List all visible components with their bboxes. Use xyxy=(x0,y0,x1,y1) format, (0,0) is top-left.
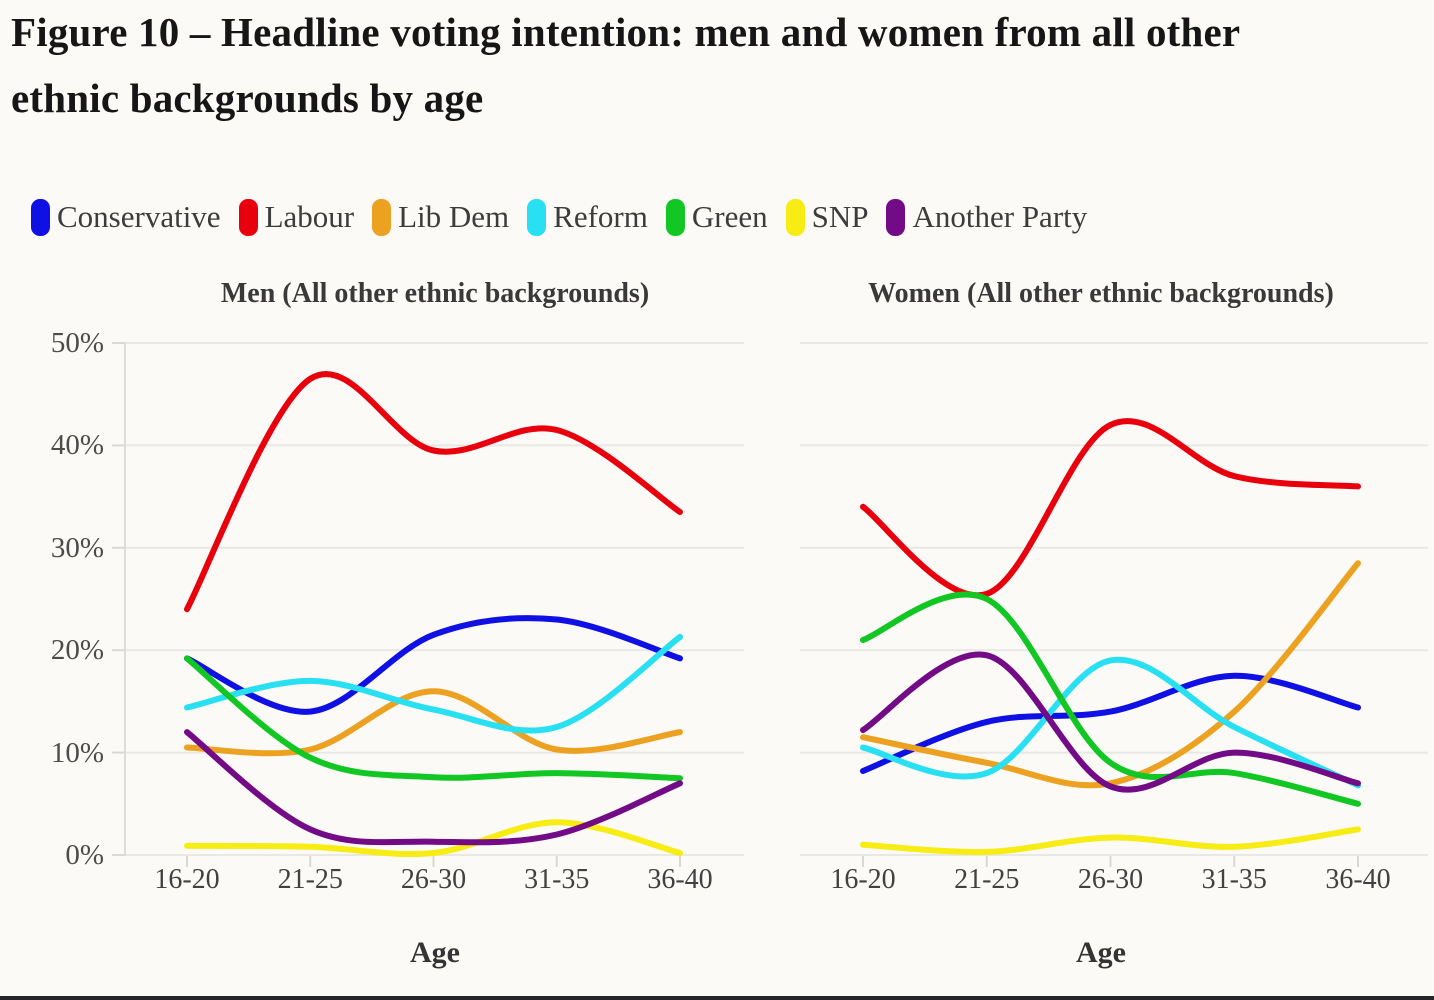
women-chart-title: Women (All other ethnic backgrounds) xyxy=(868,278,1334,309)
series-line-green-men xyxy=(184,655,683,782)
x-axis-tick-label: 31-35 xyxy=(1201,864,1267,895)
series-line-lib-dem-men xyxy=(184,688,683,757)
x-axis-tick-label: 26-30 xyxy=(400,864,467,895)
figure-title-line-1: Figure 10 – Headline voting intention: m… xyxy=(11,9,1241,55)
legend-label: Labour xyxy=(264,199,355,234)
legend-label: Conservative xyxy=(57,199,221,234)
series-line-green-women xyxy=(860,591,1361,807)
series-line-reform-women xyxy=(860,656,1361,789)
y-axis-tick-label: 0% xyxy=(65,839,104,871)
x-axis-tick-label: 16-20 xyxy=(830,864,896,895)
conservative-swatch-icon xyxy=(31,198,50,236)
legend-item-another-party: Another Party xyxy=(886,198,1088,236)
x-axis-tick-label: 21-25 xyxy=(277,864,343,895)
series-line-reform-men xyxy=(184,633,683,734)
x-axis-tick-label: 31-35 xyxy=(524,864,590,895)
x-axis-tick-label: 21-25 xyxy=(954,864,1020,895)
legend-label: Lib Dem xyxy=(398,199,510,234)
x-axis-tick-label: 16-20 xyxy=(154,864,220,895)
legend-label: SNP xyxy=(811,199,869,234)
series-line-snp-women xyxy=(860,826,1361,856)
series-line-conservative-men xyxy=(184,615,683,715)
legend-item-green: Green xyxy=(665,198,768,236)
legend-item-labour: Labour xyxy=(238,198,355,236)
x-axis-title: Age xyxy=(1076,936,1126,969)
x-axis-tick-label: 26-30 xyxy=(1077,864,1144,895)
series-line-another-party-men xyxy=(184,729,683,846)
legend-label: Green xyxy=(691,199,768,234)
charts-canvas xyxy=(112,342,1428,867)
series-line-labour-men xyxy=(184,371,683,613)
figure-title-line-2: ethnic backgrounds by age xyxy=(11,75,484,121)
legend-item-reform: Reform xyxy=(527,198,648,236)
legend-item-snp: SNP xyxy=(785,198,869,236)
series-line-labour-women xyxy=(860,418,1361,599)
y-axis-tick-label: 20% xyxy=(50,634,104,667)
men-chart-title: Men (All other ethnic backgrounds) xyxy=(220,278,650,309)
series-line-conservative-women xyxy=(860,672,1361,774)
legend-item-conservative: Conservative xyxy=(31,198,221,236)
legend-label: Reform xyxy=(553,199,648,234)
series-line-another-party-women xyxy=(860,651,1361,793)
another-party-swatch-icon xyxy=(886,198,906,236)
series-line-lib-dem-women xyxy=(860,560,1361,789)
x-axis-title: Age xyxy=(410,936,460,969)
x-axis-tick-label: 36-40 xyxy=(1325,864,1391,895)
series-line-snp-men xyxy=(184,819,683,858)
reform-swatch-icon xyxy=(527,198,547,236)
legend-label: Another Party xyxy=(912,199,1088,234)
bottom-divider-bar xyxy=(0,996,1434,1000)
y-axis-tick-label: 30% xyxy=(50,531,104,564)
y-axis-tick-label: 40% xyxy=(50,429,104,462)
x-axis-tick-label: 36-40 xyxy=(647,864,713,895)
y-axis-tick-label: 10% xyxy=(50,736,104,769)
snp-swatch-icon xyxy=(785,198,805,236)
labour-swatch-icon xyxy=(238,198,258,236)
legend-item-libdem: Lib Dem xyxy=(372,198,510,236)
green-swatch-icon xyxy=(665,198,685,236)
libdem-swatch-icon xyxy=(372,198,392,236)
y-axis-tick-label: 50% xyxy=(50,327,104,359)
legend: Conservative Labour Lib Dem Reform Green… xyxy=(31,196,1087,238)
